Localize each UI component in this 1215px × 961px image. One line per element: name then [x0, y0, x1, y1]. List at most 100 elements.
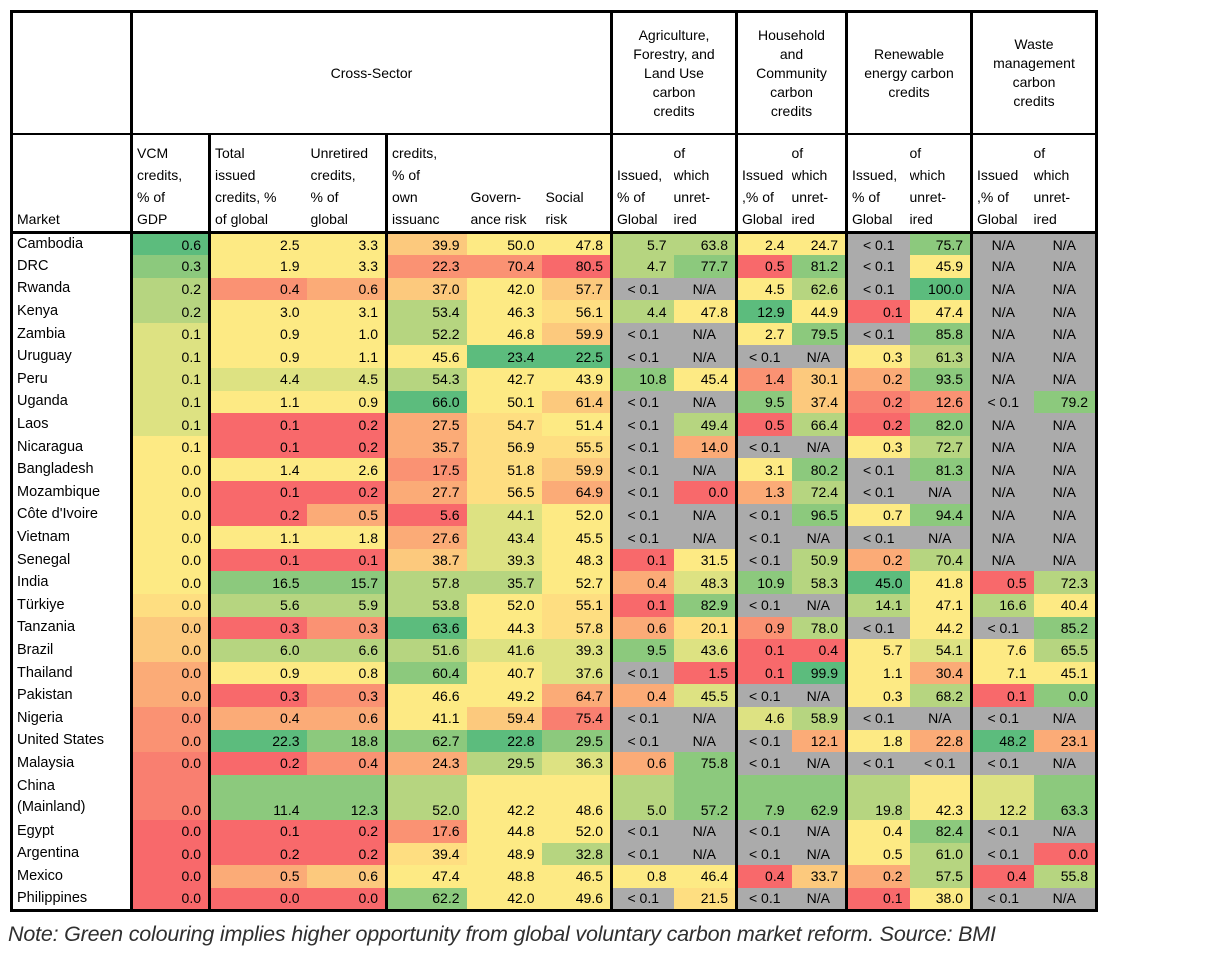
heatmap-cell: 0.9 — [208, 661, 307, 685]
heatmap-cell: 0.9 — [735, 616, 792, 640]
table-row: Argentina 0.0 0.2 0.2 39.4 48.9 32.8 < 0.1 N/A < … — [11, 842, 1097, 866]
heatmap-cell: 1.1 — [845, 661, 910, 685]
heatmap-cell: 0.0 — [130, 684, 210, 707]
heatmap-cell: 0.0 — [130, 548, 210, 572]
heatmap-cell: < 0.1 — [735, 435, 792, 459]
heatmap-cell: 3.1 — [735, 458, 792, 482]
heatmap-cell: N/A — [970, 526, 1034, 549]
heatmap-cell: < 0.1 — [845, 526, 910, 549]
heatmap-cell: 46.8 — [466, 322, 542, 346]
column-header-1: Total issued credits, % of global — [208, 134, 307, 234]
heatmap-cell: 0.2 — [845, 413, 910, 436]
heatmap-cell: 0.5 — [970, 571, 1034, 594]
heatmap-cell: 44.9 — [791, 300, 847, 323]
heatmap-cell: 47.1 — [909, 594, 972, 617]
heatmap-cell: N/A — [673, 526, 737, 549]
row-label: Laos — [11, 413, 132, 436]
heatmap-cell: N/A — [1033, 368, 1097, 391]
heatmap-cell: 47.4 — [909, 300, 972, 323]
heatmap-cell: 68.2 — [909, 684, 972, 707]
heatmap-cell: 48.8 — [466, 865, 542, 888]
heatmap-cell: < 0.1 — [845, 706, 910, 730]
heatmap-cell: 66.4 — [791, 413, 847, 436]
heatmap-cell: N/A — [1033, 526, 1097, 549]
heatmap-cell: < 0.1 — [970, 842, 1034, 866]
heatmap-cell: < 0.1 — [610, 819, 674, 843]
heatmap-cell: 5.9 — [306, 594, 387, 617]
heatmap-cell: < 0.1 — [610, 887, 674, 911]
heatmap-cell: 0.2 — [306, 819, 387, 843]
heatmap-cell: 45.5 — [673, 684, 737, 707]
heatmap-cell: 10.8 — [610, 368, 674, 391]
heatmap-cell: 7.9 — [735, 774, 792, 820]
heatmap-cell: 2.7 — [735, 322, 792, 346]
heatmap-cell: 80.2 — [791, 458, 847, 482]
heatmap-cell: 42.0 — [466, 277, 542, 301]
heatmap-cell: 52.7 — [541, 571, 612, 594]
heatmap-cell: 35.7 — [466, 571, 542, 594]
heatmap-cell: 41.8 — [909, 571, 972, 594]
heatmap-cell: 0.0 — [130, 819, 210, 843]
heatmap-cell: 41.1 — [385, 706, 467, 730]
corner-blank-cell — [11, 11, 132, 135]
heatmap-cell: 16.6 — [970, 594, 1034, 617]
heatmap-cell: 1.8 — [306, 526, 387, 549]
heatmap-cell: 12.2 — [970, 774, 1034, 820]
heatmap-cell: 0.0 — [130, 458, 210, 482]
heatmap-cell: 1.3 — [735, 481, 792, 504]
table-row: Rwanda 0.2 0.4 0.6 37.0 42.0 57.7 < 0.1 N/A 4.5 62… — [11, 277, 1097, 301]
heatmap-cell: 0.1 — [130, 435, 210, 459]
heatmap-cell: < 0.1 — [845, 255, 910, 278]
heatmap-cell: 39.4 — [385, 842, 467, 866]
heatmap-cell: 1.1 — [208, 390, 307, 414]
heatmap-cell: 78.0 — [791, 616, 847, 640]
heatmap-cell: 0.0 — [1033, 684, 1097, 707]
heatmap-cell: 72.3 — [1033, 571, 1097, 594]
heatmap-cell: N/A — [1033, 232, 1097, 256]
table-row: Philippines 0.0 0.0 0.0 62.2 42.0 49.6 < 0.1 21.… — [11, 887, 1097, 911]
heatmap-cell: 0.5 — [735, 255, 792, 278]
heatmap-cell: < 0.1 — [610, 390, 674, 414]
heatmap-cell: 12.3 — [306, 774, 387, 820]
heatmap-cell: 81.3 — [909, 458, 972, 482]
heatmap-cell: 27.7 — [385, 481, 467, 504]
heatmap-cell: 48.3 — [541, 548, 612, 572]
heatmap-cell: 24.3 — [385, 752, 467, 775]
heatmap-cell: N/A — [1033, 481, 1097, 504]
heatmap-cell: 64.9 — [541, 481, 612, 504]
heatmap-cell: 0.6 — [130, 232, 210, 256]
heatmap-cell: 0.0 — [130, 661, 210, 685]
heatmap-cell: N/A — [791, 819, 847, 843]
heatmap-cell: 0.4 — [208, 706, 307, 730]
heatmap-cell: 93.5 — [909, 368, 972, 391]
heatmap-cell: 42.7 — [466, 368, 542, 391]
heatmap-cell: 30.1 — [791, 368, 847, 391]
heatmap-cell: 41.6 — [466, 639, 542, 662]
heatmap-cell: 0.6 — [306, 277, 387, 301]
heatmap-cell: 45.6 — [385, 345, 467, 369]
heatmap-cell: 50.9 — [791, 548, 847, 572]
heatmap-cell: 22.3 — [208, 729, 307, 753]
heatmap-cell: 82.0 — [909, 413, 972, 436]
heatmap-cell: 5.6 — [208, 594, 307, 617]
row-label: DRC — [11, 255, 132, 278]
heatmap-cell: 44.8 — [466, 819, 542, 843]
heatmap-cell: 22.8 — [466, 729, 542, 753]
heatmap-cell: < 0.1 — [735, 684, 792, 707]
heatmap-cell: < 0.1 — [970, 706, 1034, 730]
heatmap-cell: 0.0 — [130, 616, 210, 640]
column-header-3: credits, % of own issuanc — [385, 134, 467, 234]
table-row: Laos 0.1 0.1 0.2 27.5 54.7 51.4 < 0.1 49.4 0.5 66.… — [11, 413, 1097, 436]
heatmap-cell: 51.4 — [541, 413, 612, 436]
heatmap-cell: 43.4 — [466, 526, 542, 549]
heatmap-cell: 62.7 — [385, 729, 467, 753]
heatmap-cell: 61.3 — [909, 345, 972, 369]
heatmap-cell: 64.7 — [541, 684, 612, 707]
heatmap-cell: 57.8 — [385, 571, 467, 594]
heatmap-cell: 100.0 — [909, 277, 972, 301]
heatmap-cell: 4.5 — [735, 277, 792, 301]
row-label: Brazil — [11, 639, 132, 662]
row-label: Cambodia — [11, 232, 132, 256]
table-row: Malaysia 0.0 0.2 0.4 24.3 29.5 36.3 0.6 75.8 < 0.… — [11, 752, 1097, 775]
heatmap-cell: 43.9 — [541, 368, 612, 391]
